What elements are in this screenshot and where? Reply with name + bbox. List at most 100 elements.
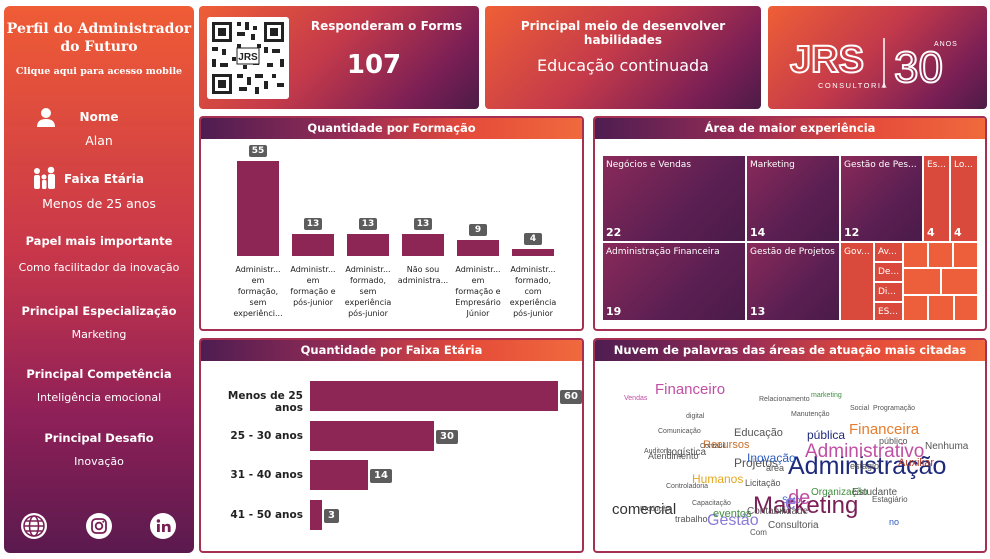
cloud-word: digital — [686, 413, 705, 420]
cloud-word: Capacitação — [692, 500, 731, 507]
faixa-bar-value: 60 — [560, 390, 582, 404]
skill-value: Educação continuada — [537, 56, 709, 75]
treemap-small-tile[interactable] — [903, 295, 928, 321]
nome-value: Alan — [85, 133, 113, 148]
formacao-category-label: Administr... em formação e Empresário Jú… — [455, 265, 501, 318]
treemap-tile-name: Gestão de Pes... — [844, 160, 917, 170]
formacao-category-label: Administr... em formação e pós-junior — [290, 265, 336, 307]
formacao-bar[interactable] — [402, 234, 444, 256]
formacao-bar[interactable] — [512, 249, 554, 256]
treemap-tile[interactable]: Gestão de Projetos 13 — [746, 242, 840, 321]
sidebar: Perfil do Administrador do Futuro Clique… — [4, 6, 194, 553]
cloud-word: Financeiro — [655, 381, 726, 398]
jrs-logo: JRS CONSULTORIA 30 ANOS — [789, 38, 957, 93]
instagram-icon[interactable] — [84, 511, 114, 541]
cloud-word: Atendimento — [648, 451, 699, 461]
nome-label: Nome — [79, 110, 119, 124]
cloud-word: eventos — [713, 508, 752, 520]
skill-card: Principal meio de desenvolver habilidade… — [485, 6, 761, 109]
treemap-tile-name: De... — [878, 267, 900, 277]
formacao-title: Quantidade por Formação — [201, 118, 582, 139]
globe-icon[interactable] — [19, 511, 49, 541]
faixa-bar[interactable] — [310, 500, 322, 530]
cloud-word: Auxiliar — [898, 457, 935, 469]
formacao-panel: Quantidade por Formação 55 Administr... e… — [199, 116, 584, 331]
treemap-small-tile[interactable] — [903, 268, 941, 295]
cloud-word: estagio — [850, 461, 880, 471]
cloud-word: Manutenção — [791, 411, 830, 418]
treemap-tile-name: Negócios e Vendas — [606, 160, 692, 170]
cloud-word: de — [788, 487, 811, 509]
treemap-tile-name: Administração Financeira — [606, 247, 720, 257]
treemap-tile-value: 19 — [606, 305, 622, 318]
treemap-small-tile[interactable] — [941, 268, 978, 295]
treemap-tile[interactable]: Av... — [874, 242, 903, 262]
formacao-bar-value: 13 — [414, 218, 432, 230]
formacao-category-label: Administr... em formação, sem experiênci… — [233, 265, 283, 318]
cloud-word: Licitação — [745, 478, 781, 488]
area-title: Área de maior experiência — [595, 118, 985, 139]
faixa-bar-value: 14 — [370, 469, 392, 483]
papel-value: Como facilitador da inovação — [18, 261, 180, 274]
treemap-tile-name: Gestão de Projetos — [750, 247, 835, 257]
forms-label: Responderam o Forms — [310, 19, 463, 33]
formacao-bar-value: 55 — [249, 145, 267, 157]
treemap-small-tile[interactable] — [928, 295, 954, 321]
logo-num: 30 — [894, 43, 943, 92]
mobile-access-link[interactable]: Clique aqui para acesso mobile — [15, 66, 183, 77]
cloud-word: Recursos — [703, 439, 750, 451]
treemap-tile[interactable]: Administração Financeira 19 — [602, 242, 746, 321]
cloud-word: Controladoria — [666, 483, 709, 490]
cloud-word: público — [879, 436, 908, 446]
faixa-bar[interactable] — [310, 460, 368, 490]
faixa-bar-value: 3 — [324, 509, 339, 523]
area-panel: Área de maior experiência Negócios e Ven… — [593, 116, 987, 331]
treemap-small-tile[interactable] — [953, 242, 978, 268]
formacao-bar[interactable] — [292, 234, 334, 256]
sidebar-title: Perfil do Administrador do Futuro — [6, 21, 192, 55]
qr-code-icon[interactable]: JRS — [207, 17, 289, 99]
treemap-tile[interactable]: Es... 4 — [923, 155, 950, 242]
cloud-word: Administrativo — [805, 441, 925, 462]
treemap-tile[interactable]: ES... — [874, 302, 903, 321]
treemap-tile[interactable]: De... — [874, 262, 903, 282]
family-icon — [34, 166, 55, 189]
jrs-logo-card: JRS CONSULTORIA 30 ANOS — [768, 6, 987, 109]
linkedin-icon[interactable] — [148, 511, 178, 541]
cloud-word: Estagiário — [872, 495, 908, 504]
cloud-word: Com — [750, 528, 767, 537]
faixa-category-label: 41 - 50 anos — [230, 509, 303, 521]
treemap-tile[interactable]: Di... — [874, 282, 903, 302]
treemap-tile[interactable]: Gov... — [840, 242, 874, 321]
treemap-tile[interactable]: Gestão de Pes... 12 — [840, 155, 923, 242]
formacao-bar[interactable] — [237, 161, 279, 256]
cloud-word: comercial — [612, 501, 677, 518]
treemap-tile[interactable]: Lo... 4 — [950, 155, 978, 242]
formacao-bar[interactable] — [457, 240, 499, 256]
cloud-word: pública — [807, 428, 846, 442]
cloud-word: Projetos — [734, 456, 779, 470]
faixa-category-label: 25 - 30 anos — [230, 430, 303, 442]
treemap-tile[interactable]: Marketing 14 — [746, 155, 840, 242]
svg-text:JRS: JRS — [238, 52, 258, 63]
formacao-bar[interactable] — [347, 234, 389, 256]
cloud-word: Produção — [640, 506, 670, 513]
cloud-word: Contabilidade — [747, 506, 809, 517]
treemap-tile[interactable]: Negócios e Vendas 22 — [602, 155, 746, 242]
formacao-category-label: Administr... formado, com experiência pó… — [509, 265, 557, 318]
treemap-tile-name: Lo... — [954, 160, 973, 170]
treemap-small-tile[interactable] — [954, 295, 978, 321]
treemap-small-tile[interactable] — [928, 242, 953, 268]
logo-sub: CONSULTORIA — [818, 81, 888, 90]
faixa-bar[interactable] — [310, 421, 434, 451]
formacao-category-label: Não sou administra... — [397, 265, 449, 285]
formacao-bar-value: 13 — [359, 218, 377, 230]
treemap-tile-value: 22 — [606, 226, 622, 239]
treemap-small-tile[interactable] — [903, 242, 928, 268]
formacao-bar-value: 9 — [469, 224, 487, 236]
cloud-word: Marketing — [753, 492, 859, 519]
faixa-bar[interactable] — [310, 381, 558, 411]
formacao-bar-value: 13 — [304, 218, 322, 230]
cloud-word: Administração — [788, 452, 947, 480]
cloud-word: Logística — [666, 447, 707, 458]
